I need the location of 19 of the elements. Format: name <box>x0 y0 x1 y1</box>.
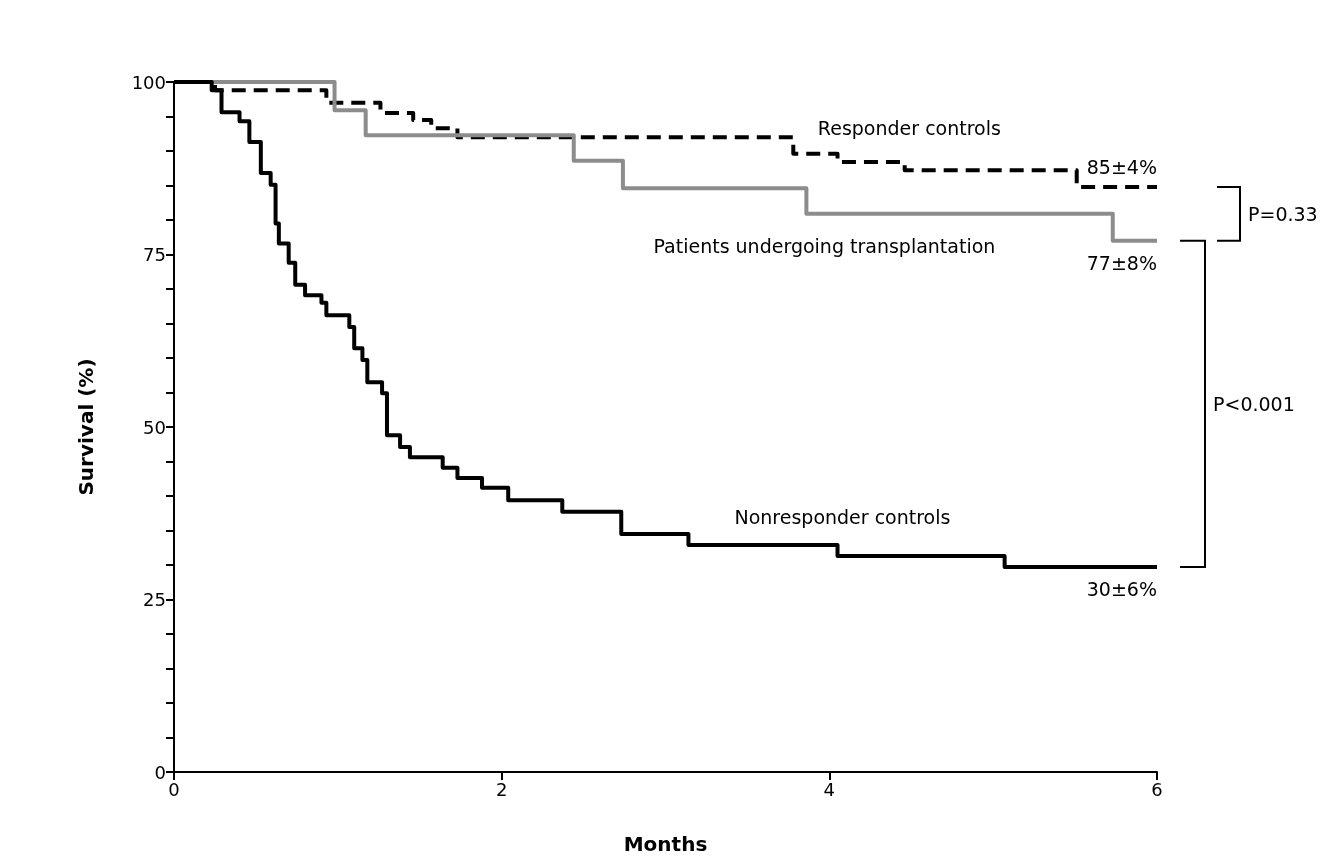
y-tick-label: 50 <box>143 416 166 438</box>
y-axis-title: Survival (%) <box>74 358 98 496</box>
series-label: Responder controls <box>817 117 1001 140</box>
x-axis-title: Months <box>623 832 708 856</box>
x-tick-label: 6 <box>1151 778 1163 800</box>
x-tick-label: 0 <box>168 778 180 800</box>
x-tick-label: 2 <box>495 778 508 800</box>
y-tick-label: 75 <box>143 244 166 265</box>
y-tick-label: 25 <box>143 589 166 610</box>
x-tick-label: 4 <box>823 778 836 800</box>
series-label: Patients undergoing transplantation <box>653 234 996 257</box>
annotation: 30±6% <box>1086 578 1157 601</box>
annotation: 85±4% <box>1086 155 1157 178</box>
annotation: 77±8% <box>1086 251 1157 274</box>
text: P=0.33 <box>1248 202 1318 225</box>
y-tick-label: 0 <box>154 761 166 783</box>
series-label: Nonresponder controls <box>734 505 951 528</box>
text: P<0.001 <box>1213 392 1295 415</box>
y-tick-label: 100 <box>131 71 166 93</box>
